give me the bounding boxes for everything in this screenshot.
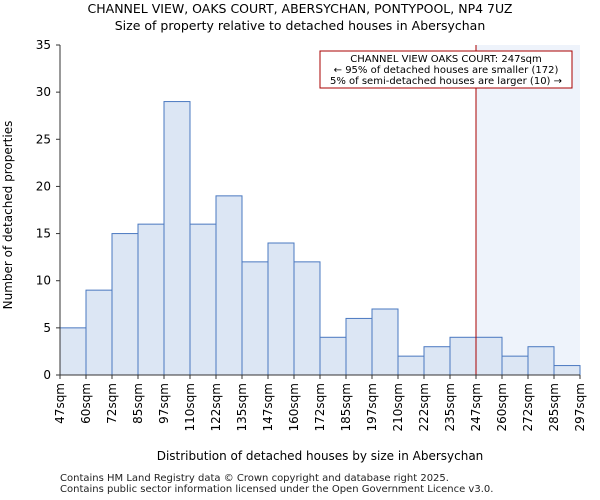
chart-subtitle: Size of property relative to detached ho… xyxy=(114,18,486,33)
bar-160sqm xyxy=(293,261,321,376)
x-tick-label: 235sqm xyxy=(443,383,457,431)
y-tick-label: 20 xyxy=(36,179,51,193)
chart-title: CHANNEL VIEW, OAKS COURT, ABERSYCHAN, PO… xyxy=(87,1,513,16)
bar-222sqm xyxy=(423,346,451,376)
footer-copyright: Contains HM Land Registry data © Crown c… xyxy=(60,473,449,484)
y-tick-label: 30 xyxy=(36,85,51,99)
bar-110sqm xyxy=(189,223,217,376)
bar-247sqm xyxy=(475,336,503,376)
x-tick-label: 260sqm xyxy=(495,383,509,431)
y-tick-label: 10 xyxy=(36,274,51,288)
bar-147sqm xyxy=(267,242,295,376)
x-tick-label: 297sqm xyxy=(573,383,587,431)
y-tick-label: 35 xyxy=(36,38,51,52)
annotation-line-1: CHANNEL VIEW OAKS COURT: 247sqm xyxy=(350,54,542,65)
x-tick-label: 147sqm xyxy=(261,383,275,431)
annotation-box: CHANNEL VIEW OAKS COURT: 247sqm ← 95% of… xyxy=(319,50,573,89)
x-tick-label: 72sqm xyxy=(105,383,119,424)
x-tick-label: 60sqm xyxy=(79,383,93,424)
x-tick-label: 272sqm xyxy=(521,383,535,431)
x-axis-label: Distribution of detached houses by size … xyxy=(157,449,484,463)
larger-properties-highlight xyxy=(476,45,580,375)
bar-47sqm xyxy=(59,327,87,376)
bar-60sqm xyxy=(85,289,113,376)
bar-185sqm xyxy=(345,317,373,376)
annotation-line-2: ← 95% of detached houses are smaller (17… xyxy=(334,65,559,76)
x-tick-label: 210sqm xyxy=(391,383,405,431)
x-tick-label: 47sqm xyxy=(53,383,67,424)
x-tick-label: 122sqm xyxy=(209,383,223,431)
bar-210sqm xyxy=(397,355,425,376)
x-tick-label: 160sqm xyxy=(287,383,301,431)
x-tick-label: 247sqm xyxy=(469,383,483,431)
x-tick-label: 185sqm xyxy=(339,383,353,431)
bar-172sqm xyxy=(319,336,347,376)
bar-285sqm xyxy=(553,365,581,376)
y-tick-label: 0 xyxy=(43,368,51,382)
bar-260sqm xyxy=(501,355,529,376)
bar-135sqm xyxy=(241,261,269,376)
x-tick-label: 197sqm xyxy=(365,383,379,431)
bar-272sqm xyxy=(527,346,555,376)
bar-72sqm xyxy=(111,233,139,376)
histogram-chart: 0 5 10 15 20 25 30 35 47sqm 60sqm 72sqm 85sqm 97sqm 1… xyxy=(1,38,587,463)
x-tick-label: 110sqm xyxy=(183,383,197,431)
annotation-line-3: 5% of semi-detached houses are larger (1… xyxy=(330,76,562,87)
bar-97sqm xyxy=(163,101,191,376)
y-tick-label: 15 xyxy=(36,227,51,241)
bar-197sqm xyxy=(371,308,399,376)
x-tick-label: 97sqm xyxy=(157,383,171,424)
y-tick-label: 5 xyxy=(43,321,51,335)
footer-licence: Contains public sector information licen… xyxy=(60,484,494,495)
x-tick-label: 85sqm xyxy=(131,383,145,424)
bar-235sqm xyxy=(449,336,477,376)
x-tick-label: 135sqm xyxy=(235,383,249,431)
y-tick-label: 25 xyxy=(36,132,51,146)
bar-85sqm xyxy=(137,223,165,376)
bar-122sqm xyxy=(215,195,243,376)
x-tick-label: 222sqm xyxy=(417,383,431,431)
x-tick-label: 172sqm xyxy=(313,383,327,431)
x-tick-label: 285sqm xyxy=(547,383,561,431)
y-axis-label: Number of detached properties xyxy=(1,121,15,310)
